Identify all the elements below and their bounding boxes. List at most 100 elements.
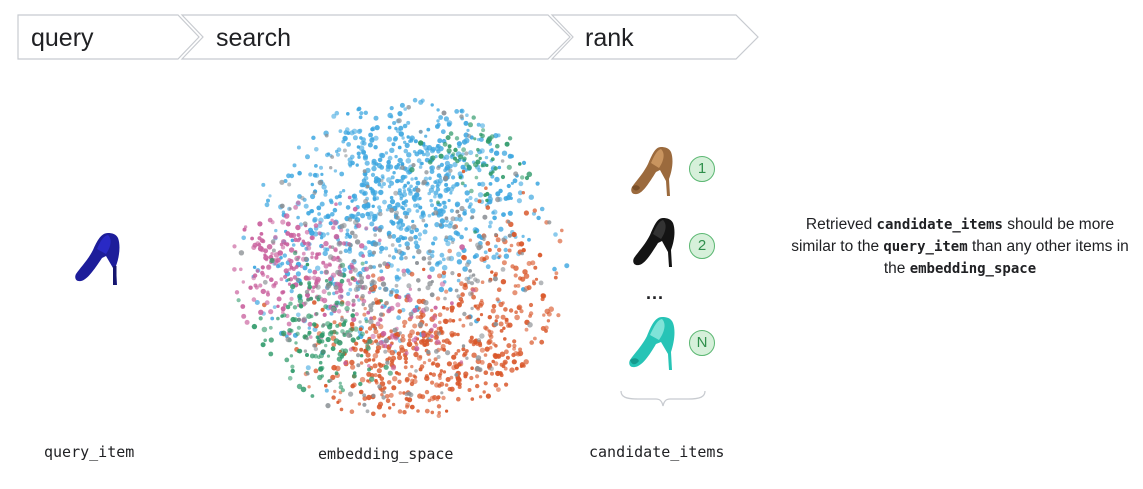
embedding-point (397, 157, 403, 164)
embedding-point (429, 169, 435, 174)
embedding-point (298, 281, 303, 286)
embedding-point (285, 231, 291, 236)
embedding-point (468, 195, 473, 201)
embedding-point (516, 305, 522, 311)
embedding-point (257, 243, 262, 247)
embedding-point (366, 204, 371, 209)
embedding-point (454, 136, 460, 141)
embedding-point (392, 171, 396, 175)
embedding-point (396, 249, 402, 255)
embedding-point (302, 221, 308, 227)
embedding-point (523, 273, 530, 279)
embedding-point (381, 395, 386, 400)
embedding-point (398, 276, 402, 280)
embedding-point (504, 382, 509, 387)
embedding-point (371, 215, 378, 222)
embedding-point (336, 356, 343, 362)
embedding-point (532, 281, 537, 286)
embedding-point (439, 381, 445, 387)
embedding-point (374, 125, 380, 131)
embedding-point (363, 110, 368, 115)
embedding-point (344, 154, 348, 158)
embedding-point (468, 338, 474, 344)
embedding-point (284, 357, 290, 363)
embedding-point (260, 288, 266, 295)
embedding-point (403, 356, 408, 361)
embedding-point (354, 239, 361, 245)
embedding-point (346, 112, 350, 116)
embedding-point (466, 164, 472, 171)
embedding-point (318, 220, 322, 225)
embedding-point (394, 289, 400, 294)
embedding-point (495, 252, 499, 256)
embedding-point (367, 338, 373, 344)
embedding-point (541, 293, 547, 299)
embedding-point (304, 230, 310, 235)
embedding-point (453, 147, 458, 153)
embedding-point (393, 136, 399, 141)
embedding-point (389, 263, 394, 268)
embedding-point (334, 195, 339, 200)
embedding-point (404, 142, 410, 148)
embedding-point (399, 344, 405, 350)
embedding-point (327, 254, 334, 260)
embedding-point (413, 139, 418, 144)
embedding-point (477, 182, 482, 187)
embedding-point (365, 184, 370, 189)
embedding-point (378, 238, 382, 243)
embedding-point (307, 268, 313, 274)
embedding-point (383, 337, 390, 344)
embedding-point (398, 131, 404, 137)
embedding-point (364, 319, 369, 324)
embedding-point (430, 380, 435, 385)
embedding-point (506, 183, 511, 189)
embedding-point (274, 228, 278, 233)
embedding-point (463, 120, 469, 126)
embedding-point (362, 339, 366, 343)
embedding-point (404, 360, 408, 365)
embedding-point (478, 395, 483, 399)
embedding-point (270, 239, 276, 244)
embedding-point (310, 235, 315, 241)
embedding-point (491, 304, 497, 309)
embedding-point (409, 381, 415, 387)
embedding-point (280, 330, 287, 337)
embedding-point (391, 402, 396, 407)
embedding-point (448, 168, 453, 173)
embedding-point (437, 373, 442, 378)
embedding-point (467, 205, 472, 209)
embedding-point (443, 296, 447, 301)
embedding-point (437, 138, 443, 144)
embedding-point (384, 394, 390, 399)
embedding-point (524, 175, 530, 181)
embedding-point (290, 238, 295, 243)
embedding-point (379, 245, 385, 252)
embedding-point (359, 279, 364, 285)
embedding-point (447, 248, 452, 254)
embedding-point (251, 297, 257, 302)
embedding-point (504, 141, 510, 147)
embedding-point (373, 233, 377, 237)
embedding-point (348, 243, 353, 248)
embedding-point (372, 353, 379, 359)
embedding-point (368, 264, 373, 270)
embedding-point (406, 207, 412, 213)
embedding-point (459, 360, 464, 364)
embedding-point (500, 267, 506, 272)
embedding-point (409, 138, 414, 143)
embedding-point (340, 317, 345, 322)
embedding-point (339, 278, 345, 284)
embedding-point (552, 266, 557, 272)
embedding-point (248, 285, 253, 290)
embedding-point (406, 293, 411, 299)
embedding-point (338, 381, 342, 385)
embedding-point (445, 135, 451, 141)
embedding-point (384, 151, 389, 155)
embedding-point (430, 410, 435, 415)
embedding-point (443, 177, 448, 182)
embedding-point (386, 159, 391, 165)
embedding-point (350, 154, 355, 160)
embedding-point (512, 339, 517, 344)
embedding-point (466, 128, 470, 132)
embedding-point (332, 329, 337, 334)
